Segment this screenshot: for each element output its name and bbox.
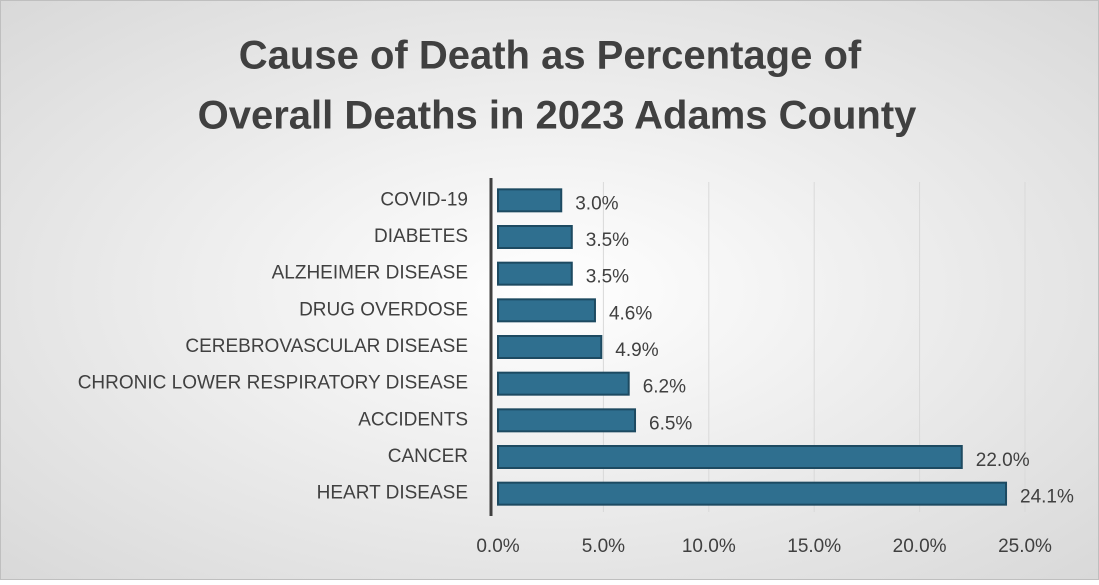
value-label: 3.5% [586, 230, 629, 251]
x-tick-label: 25.0% [998, 536, 1052, 557]
bar [497, 188, 563, 213]
value-label: 6.2% [643, 377, 686, 398]
y-tick-label: ACCIDENTS [358, 409, 468, 430]
x-tick-label: 15.0% [787, 536, 841, 557]
x-tick-label: 0.0% [476, 536, 519, 557]
y-tick-label: DRUG OVERDOSE [299, 299, 468, 320]
value-label: 4.6% [609, 303, 652, 324]
value-label: 3.0% [575, 193, 618, 214]
bar [497, 335, 603, 359]
bar [497, 225, 573, 249]
value-label: 24.1% [1020, 487, 1074, 508]
x-tick-label: 20.0% [893, 536, 947, 557]
chart-title: Overall Deaths in 2023 Adams County [198, 94, 918, 138]
y-tick-label: CHRONIC LOWER RESPIRATORY DISEASE [78, 373, 468, 394]
y-tick-label: ALZHEIMER DISEASE [272, 263, 468, 284]
value-label: 6.5% [649, 413, 692, 434]
y-tick-label: DIABETES [374, 226, 468, 247]
value-label: 22.0% [976, 450, 1030, 471]
bar [497, 408, 637, 433]
value-label: 4.9% [615, 340, 658, 361]
y-tick-label: CANCER [388, 446, 468, 467]
value-label: 3.5% [586, 267, 629, 288]
bar [497, 481, 1008, 506]
bar [497, 371, 630, 396]
bar [497, 261, 573, 286]
y-tick-label: COVID-19 [380, 189, 468, 210]
y-tick-label: CEREBROVASCULAR DISEASE [185, 336, 468, 357]
x-tick-label: 10.0% [682, 536, 736, 557]
bar [497, 298, 596, 323]
y-tick-label: HEART DISEASE [317, 483, 468, 504]
chart-title: Cause of Death as Percentage of [239, 34, 862, 78]
x-tick-label: 5.0% [582, 536, 625, 557]
bar [497, 445, 963, 469]
